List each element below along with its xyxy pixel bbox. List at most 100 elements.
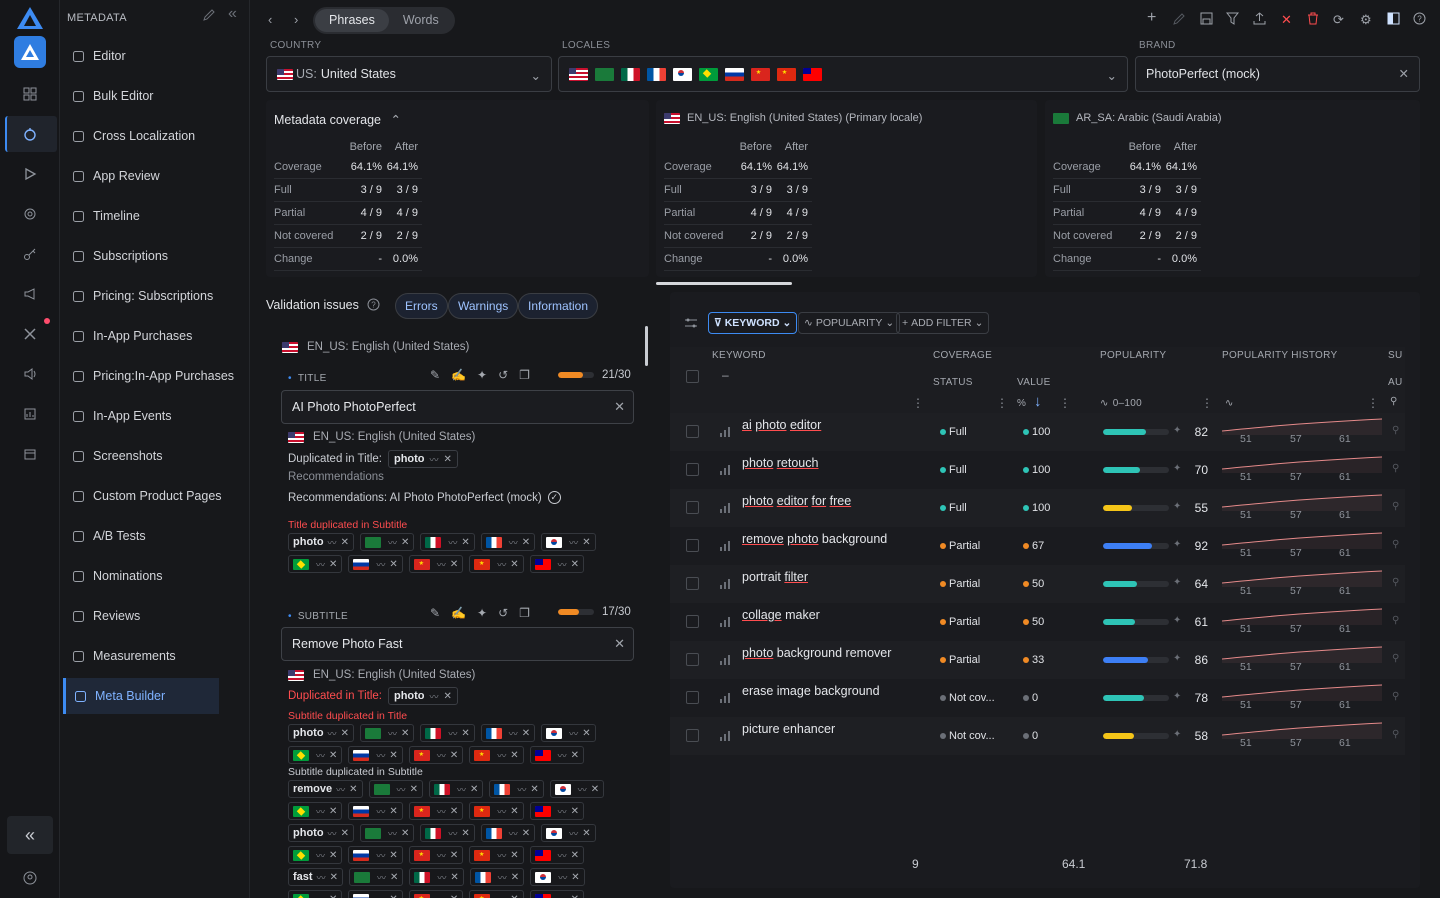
remove-icon[interactable]: ✕ [510,894,518,898]
bar-chart-icon[interactable] [720,427,732,437]
locale-chip[interactable]: 〰✕ [541,824,596,842]
pin-icon[interactable]: ⚲ [1392,501,1400,512]
locale-chip[interactable]: 〰✕ [408,555,464,573]
locale-chip[interactable]: 〰✕ [469,846,524,864]
locale-chip[interactable]: 〰✕ [530,868,585,886]
remove-icon[interactable]: ✕ [510,558,519,570]
remove-icon[interactable]: ✕ [521,827,531,839]
export-icon[interactable] [1253,12,1266,25]
locale-chip[interactable]: 〰✕ [288,555,343,573]
history-icon[interactable]: ↺ [498,368,509,382]
report-icon[interactable] [14,400,46,428]
row-checkbox[interactable] [686,653,699,666]
pin-icon[interactable]: ⚲ [1392,691,1400,702]
table-row[interactable]: ai photo editor Full 100 ✦ 82 51 57 61 ⚲ [670,413,1405,451]
tools-icon[interactable] [14,318,50,348]
pin-icon[interactable]: ⚲ [1392,615,1400,626]
remove-icon[interactable]: ✕ [461,536,470,548]
edit-icon[interactable]: ✍ [451,368,467,382]
sidebar-item-screenshots[interactable]: Screenshots [63,438,247,474]
tab-warnings[interactable]: Warnings [448,293,519,319]
save-icon[interactable] [1200,12,1213,25]
chevron-up-icon[interactable]: ⌃ [387,113,401,127]
pencil-icon[interactable]: ✎ [430,368,441,382]
settings-icon[interactable]: ⚙ [1360,12,1372,27]
locale-chip[interactable]: photo 〰 ✕ [288,824,354,842]
remove-icon[interactable]: ✕ [449,805,459,817]
tab-words[interactable]: Words [402,13,439,27]
key-icon[interactable] [14,240,46,268]
sidebar-item-editor[interactable]: Editor [63,38,247,74]
forward-icon[interactable]: › [294,12,299,27]
col-coverage[interactable]: COVERAGE [933,350,993,361]
locale-chip[interactable]: 〰✕ [420,824,475,842]
remove-icon[interactable]: ✕ [329,558,338,570]
table-row[interactable]: remove photo background Partial 67 ✦ 92 51 57 6… [670,527,1405,565]
col-su[interactable]: SU [1388,350,1403,361]
sidebar-item-app-review[interactable]: App Review [63,158,247,194]
remove-icon[interactable]: ✕ [389,871,399,883]
locale-chip[interactable]: 〰✕ [348,746,403,764]
sidebar-item-custom-product-pages[interactable]: Custom Product Pages [63,478,247,514]
locale-chip[interactable]: 〰✕ [408,802,464,820]
remove-icon[interactable]: ✕ [389,749,398,761]
refresh-icon[interactable]: ⟳ [1333,12,1344,27]
locale-chip[interactable]: 〰✕ [409,868,464,886]
locale-chip[interactable]: 〰✕ [288,746,343,764]
sidebar-item-cross-localization[interactable]: Cross Localization [63,118,247,154]
remove-icon[interactable]: ✕ [570,749,580,761]
kebab-icon[interactable]: ⋮ [996,396,1009,410]
remove-icon[interactable]: ✕ [590,783,600,795]
remove-icon[interactable]: ✕ [449,849,459,861]
locale-chip[interactable]: 〰✕ [288,890,343,898]
row-checkbox[interactable] [686,577,699,590]
close-icon[interactable]: ✕ [1281,12,1292,27]
remove-icon[interactable]: ✕ [329,805,338,817]
pin-icon[interactable]: ⚲ [1392,539,1400,550]
locale-chip[interactable]: 〰✕ [529,890,585,898]
kebab-icon[interactable]: ⋮ [1059,396,1072,410]
row-checkbox[interactable] [686,539,699,552]
remove-icon[interactable]: ✕ [510,805,519,817]
remove-icon[interactable]: ✕ [449,749,459,761]
locale-chip[interactable]: 〰✕ [348,890,403,898]
remove-icon[interactable]: ✕ [409,783,418,795]
col-status[interactable]: STATUS [933,377,973,388]
locale-chip[interactable]: 〰✕ [408,746,464,764]
row-checkbox[interactable] [686,425,699,438]
pencil-icon[interactable] [1173,12,1186,25]
row-checkbox[interactable] [686,729,699,742]
pin-icon[interactable]: ⚲ [1392,653,1400,664]
table-row[interactable]: erase image background Not cov... 0 ✦ 78 51 57… [670,679,1405,717]
locale-chip[interactable]: 〰✕ [408,890,464,898]
metadata-icon[interactable] [14,120,46,148]
keyword-text[interactable]: photo retouch [742,456,819,470]
row-checkbox[interactable] [686,501,699,514]
keyword-text[interactable]: photo editor for free [742,494,852,508]
pin-icon[interactable]: ⚲ [1392,425,1400,436]
locale-chip[interactable]: 〰✕ [420,533,475,551]
locale-chip[interactable]: 〰✕ [359,724,415,742]
panel-scrollbar[interactable] [645,326,648,366]
edit-icon[interactable] [202,8,216,22]
bar-chart-icon[interactable] [720,617,732,627]
bar-chart-icon[interactable] [720,693,732,703]
remove-icon[interactable]: ✕ [329,849,338,861]
remove-icon[interactable]: ✕ [571,871,580,883]
sidebar-item-subscriptions[interactable]: Subscriptions [63,238,247,274]
keyword-text[interactable]: collage maker [742,608,820,622]
locale-chip[interactable]: 〰✕ [480,724,536,742]
row-checkbox[interactable] [686,615,699,628]
sort-down-icon[interactable]: ↓ [1034,393,1042,410]
keyword-text[interactable]: erase image background [742,684,880,698]
grid-icon[interactable] [14,80,46,108]
remove-icon[interactable]: ✕ [400,727,410,739]
eye-icon[interactable] [14,200,46,228]
locale-chip[interactable]: 〰✕ [469,890,524,898]
keyword-text[interactable]: photo background remover [742,646,892,660]
locale-chip[interactable]: 〰✕ [348,868,404,886]
table-row[interactable]: photo retouch Full 100 ✦ 70 51 57 61 ⚲ [670,451,1405,489]
remove-icon[interactable]: ✕ [389,805,398,817]
remove-icon[interactable]: ✕ [400,827,410,839]
clear-icon[interactable]: ✕ [614,399,625,414]
